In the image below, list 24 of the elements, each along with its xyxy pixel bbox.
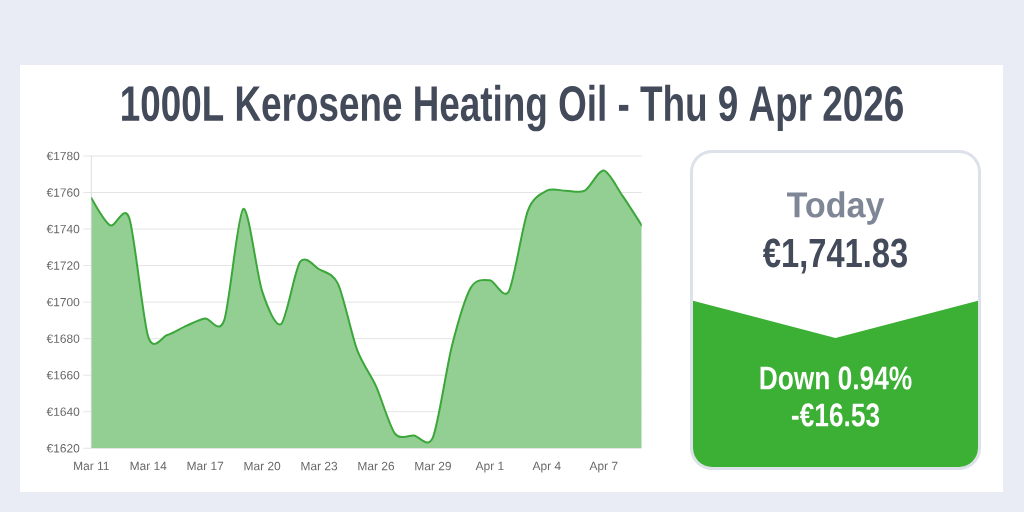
text: Today — [786, 191, 885, 225]
x-tick-label: Mar 14 — [130, 461, 167, 471]
text: -€16.53 — [791, 403, 880, 427]
x-tick-label: Mar 11 — [74, 461, 109, 471]
y-tick-label: €1760 — [46, 188, 80, 197]
text: Down 0.94% — [760, 366, 912, 390]
x-tick-label: Mar 26 — [358, 461, 395, 471]
x-tick-label: Mar 29 — [415, 461, 451, 471]
text: €1,741.83 — [762, 238, 907, 274]
x-tick-label: Mar 23 — [301, 461, 338, 471]
y-tick-label: €1660 — [46, 370, 80, 380]
x-tick-label: Apr 4 — [532, 461, 561, 473]
y-tick-label: €1720 — [46, 261, 80, 270]
y-tick-label: €1680 — [46, 334, 80, 343]
chart-title: 1000L Kerosene Heating Oil - Thu 9 Apr 2026 — [122, 84, 903, 132]
y-tick-label: €1740 — [46, 224, 80, 234]
x-tick-label: Mar 17 — [187, 461, 224, 471]
x-tick-label: Apr 7 — [589, 461, 618, 473]
x-tick-label: Mar 20 — [244, 461, 281, 471]
y-tick-label: €1620 — [46, 444, 80, 453]
x-tick-label: Apr 1 — [475, 461, 504, 473]
y-tick-label: €1700 — [46, 297, 80, 307]
y-tick-label: €1780 — [46, 151, 80, 161]
y-tick-label: €1640 — [46, 407, 80, 416]
